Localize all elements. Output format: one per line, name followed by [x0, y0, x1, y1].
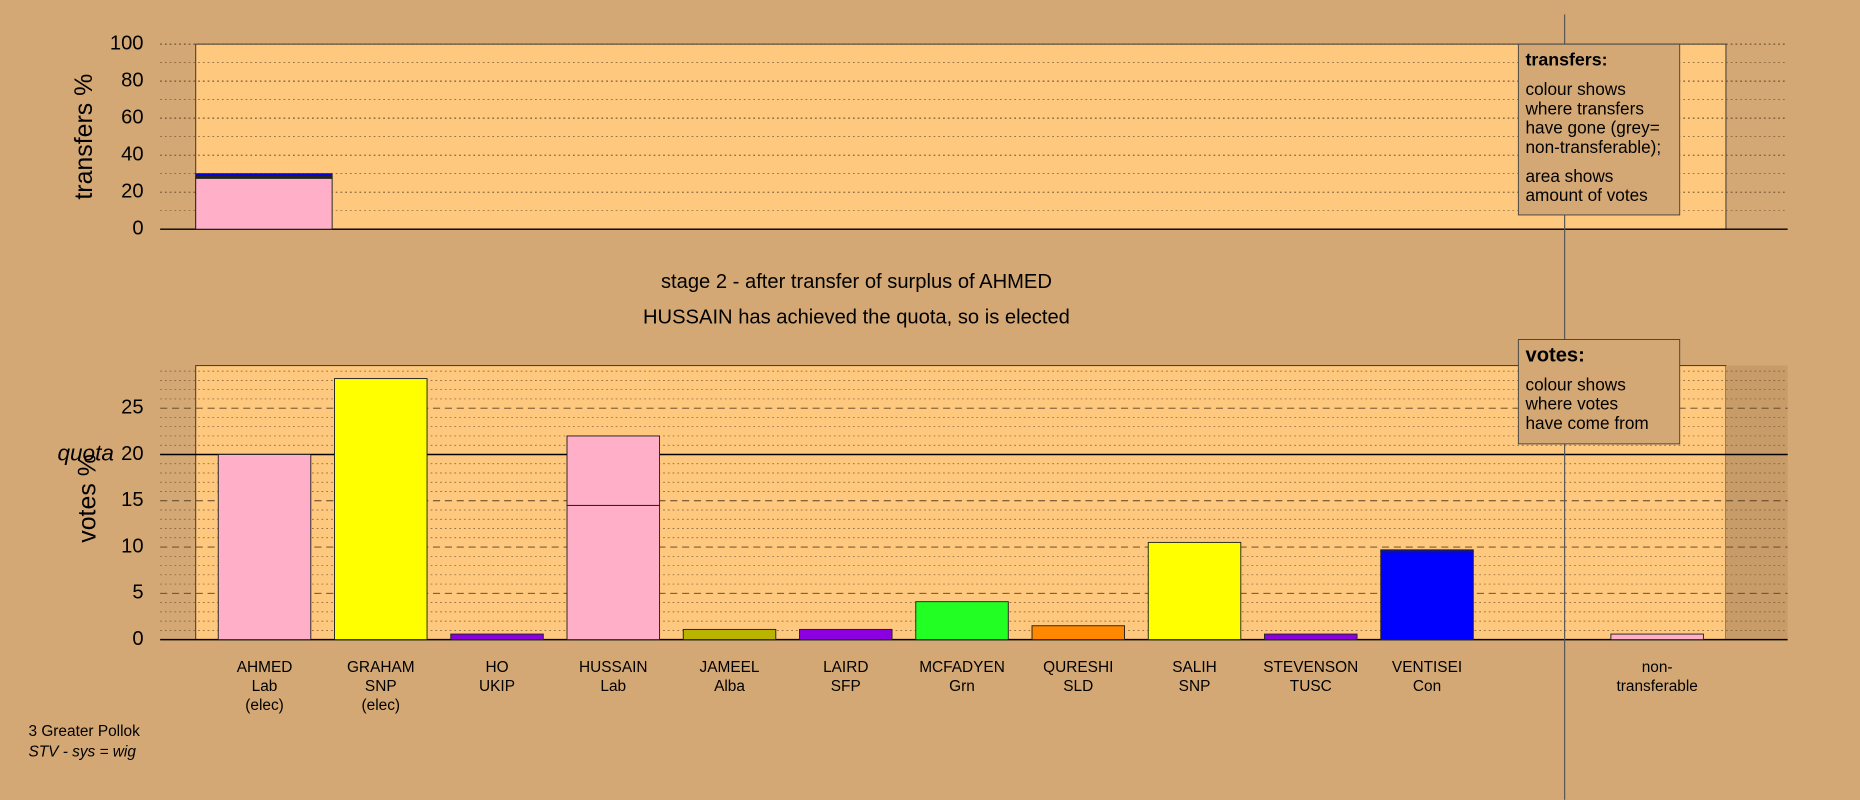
note-box: [1517, 43, 1681, 216]
plot-area: [195, 43, 1727, 230]
grid: 0 20 40 60 80 100 0 5 10 15 20 25 quota: [58, 32, 1788, 650]
stage-subtitle: HUSSAIN has achieved the quota, so is el…: [643, 306, 1070, 328]
bar-segment: [334, 378, 428, 641]
y-tick-label: 40: [121, 143, 143, 165]
party-label: Grn: [949, 678, 975, 695]
x-tick-label: transferable: [1616, 678, 1697, 695]
note-title: transfers:: [1525, 49, 1607, 69]
x-tick-label: HUSSAIN: [579, 659, 648, 676]
note-line: have gone (grey=: [1525, 118, 1659, 138]
bar-segment: [1147, 541, 1242, 641]
stage-title: stage 2 - after transfer of surplus of A…: [661, 271, 1052, 293]
party-label: TUSC: [1290, 678, 1332, 695]
shade: [1725, 365, 1788, 640]
bar-segment: [566, 435, 661, 506]
x-tick-label: HO: [485, 659, 508, 676]
party-label: SFP: [831, 678, 861, 695]
note-box: [1517, 339, 1681, 445]
note-line: colour shows: [1525, 79, 1625, 99]
bar-segment: [915, 601, 1009, 641]
note-line: where votes: [1524, 394, 1618, 414]
y-tick-label: 0: [132, 628, 143, 650]
bar-segment: [1031, 625, 1126, 641]
note-line: amount of votes: [1525, 185, 1647, 205]
y-tick-label: 60: [121, 106, 143, 128]
bar-segment: [1380, 551, 1474, 641]
y-tick-label: 0: [132, 218, 143, 240]
bar-segment: [1610, 633, 1704, 641]
note-line: colour shows: [1525, 374, 1625, 394]
party-label: SNP: [1179, 678, 1211, 695]
x-tick-label: VENTISEI: [1392, 659, 1462, 676]
party-label: Lab: [600, 678, 626, 695]
bar-segment: [217, 453, 312, 641]
bar-segment: [566, 504, 661, 641]
y-tick-label: 15: [121, 489, 143, 511]
bar-segment: [682, 628, 777, 641]
y-tick-label: 25: [121, 397, 143, 419]
footer-system: STV - sys = wig: [28, 743, 136, 760]
x-tick-label: GRAHAM: [347, 659, 415, 676]
y-tick-label: 20: [121, 181, 143, 203]
y-axis-label: transfers %: [70, 74, 98, 200]
quota-label: quota: [58, 440, 114, 465]
bar-segment: [799, 628, 893, 641]
y-tick-label: 5: [132, 582, 143, 604]
x-tick-label: SALIH: [1172, 659, 1217, 676]
bar-segment: [195, 173, 333, 177]
status-label: (elec): [362, 697, 401, 714]
bar-segment: [1264, 633, 1358, 641]
party-label: Alba: [714, 678, 745, 695]
note-line: have come from: [1525, 413, 1648, 433]
status-label: (elec): [245, 697, 284, 714]
y-tick-label: 80: [121, 69, 143, 91]
marks: AHMED Lab (elec) GRAHAM SNP (elec) HO UKIP HUSSA…: [195, 173, 1704, 714]
y-axis-label: votes %: [74, 454, 102, 543]
y-tick-label: 10: [121, 535, 143, 557]
party-label: Con: [1413, 678, 1441, 695]
note-line: area shows: [1525, 166, 1613, 186]
party-label: Lab: [252, 678, 278, 695]
note-line: non-transferable);: [1525, 137, 1661, 157]
bar-segment: [450, 633, 544, 641]
x-tick-label: AHMED: [237, 659, 293, 676]
footer-ward: 3 Greater Pollok: [28, 723, 140, 740]
x-tick-label: STEVENSON: [1263, 659, 1358, 676]
x-tick-label: LAIRD: [823, 659, 868, 676]
x-tick-label: JAMEEL: [700, 659, 760, 676]
bar-segment: [195, 177, 333, 230]
y-tick-label: 100: [110, 32, 144, 54]
party-label: SLD: [1063, 678, 1093, 695]
bar-segment: [1380, 549, 1474, 553]
note-line: where transfers: [1524, 98, 1643, 118]
party-label: SNP: [365, 678, 397, 695]
x-tick-label: MCFADYEN: [919, 659, 1005, 676]
x-tick-label: QURESHI: [1043, 659, 1113, 676]
note-title: votes:: [1525, 344, 1584, 366]
party-label: UKIP: [479, 678, 515, 695]
y-tick-label: 20: [121, 443, 143, 465]
x-tick-label: non-: [1642, 659, 1673, 676]
